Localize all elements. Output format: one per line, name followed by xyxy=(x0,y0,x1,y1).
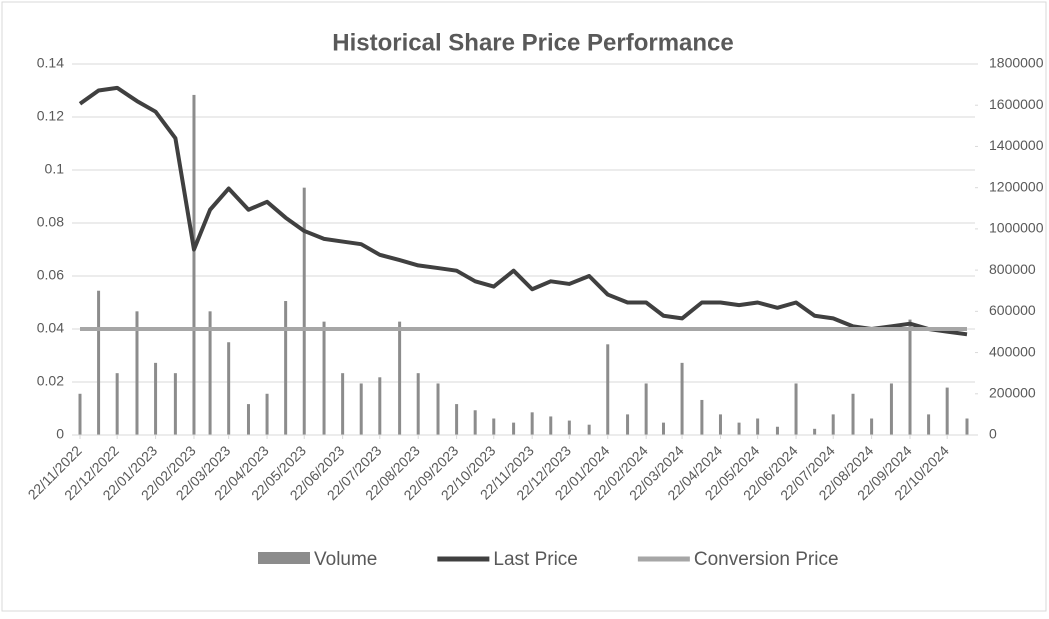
y2-tick-label: 200000 xyxy=(989,384,1036,400)
volume-bar xyxy=(192,94,196,436)
volume-bar xyxy=(322,321,326,435)
y2-tick-label: 1000000 xyxy=(989,220,1044,236)
volume-bar xyxy=(606,344,610,435)
volume-bar xyxy=(416,373,420,435)
volume-bar xyxy=(927,414,931,435)
volume-bar xyxy=(97,290,101,435)
volume-bar xyxy=(398,321,402,435)
legend-label: Volume xyxy=(314,549,377,570)
volume-bar xyxy=(135,311,139,435)
volume-bar xyxy=(851,393,855,435)
volume-bar xyxy=(626,414,630,435)
volume-bar xyxy=(737,422,741,435)
volume-bar xyxy=(549,416,553,435)
y2-tick-label: 800000 xyxy=(989,261,1036,277)
volume-bar xyxy=(794,383,798,435)
y2-tick-label: 1400000 xyxy=(989,137,1044,153)
y-tick-label: 0.06 xyxy=(37,267,64,283)
volume-bar xyxy=(530,412,534,435)
legend-swatch xyxy=(258,552,310,564)
volume-bar xyxy=(512,422,516,435)
volume-bar xyxy=(587,424,591,435)
y-tick-label: 0.04 xyxy=(37,320,64,336)
volume-bar xyxy=(718,414,722,435)
volume-bar xyxy=(908,319,912,435)
volume-bar xyxy=(492,418,496,435)
volume-bar xyxy=(870,418,874,435)
volume-bar xyxy=(359,383,363,435)
volume-bar xyxy=(889,383,893,435)
volume-bar xyxy=(813,428,817,435)
legend-label: Last Price xyxy=(493,549,577,570)
volume-bar xyxy=(644,383,648,435)
y-tick-label: 0.1 xyxy=(45,161,65,177)
volume-bar xyxy=(831,414,835,435)
y2-tick-label: 0 xyxy=(989,426,997,442)
y2-tick-label: 1600000 xyxy=(989,96,1044,112)
y-tick-label: 0.12 xyxy=(37,108,64,124)
y2-tick-label: 400000 xyxy=(989,343,1036,359)
volume-bar xyxy=(378,377,382,435)
volume-bar xyxy=(945,387,949,435)
y2-tick-label: 600000 xyxy=(989,302,1036,318)
volume-bar xyxy=(756,418,760,435)
legend-label: Conversion Price xyxy=(694,549,839,570)
y2-tick-label: 1200000 xyxy=(989,178,1044,194)
volume-bar xyxy=(700,399,704,435)
volume-bar xyxy=(208,311,212,435)
chart-title: Historical Share Price Performance xyxy=(332,29,734,56)
volume-bar xyxy=(661,422,665,435)
price-line xyxy=(78,85,968,337)
y2-tick-label: 1800000 xyxy=(989,55,1044,71)
volume-bar xyxy=(173,373,177,435)
volume-bar xyxy=(78,393,82,435)
volume-bar xyxy=(455,404,459,435)
volume-bar xyxy=(302,187,306,435)
volume-bar xyxy=(227,342,231,435)
volume-bar xyxy=(265,393,269,435)
volume-bar xyxy=(680,362,684,435)
volume-bar xyxy=(154,362,158,435)
volume-bar xyxy=(341,373,345,435)
y-tick-label: 0.02 xyxy=(37,373,64,389)
volume-bar xyxy=(473,410,477,435)
volume-bar xyxy=(965,418,969,435)
y-tick-label: 0 xyxy=(56,426,64,442)
y-tick-label: 0.14 xyxy=(37,55,64,71)
volume-bar xyxy=(436,383,440,435)
volume-bar xyxy=(284,301,288,435)
y-tick-label: 0.08 xyxy=(37,214,64,230)
volume-bar xyxy=(775,426,779,435)
volume-bar xyxy=(567,420,571,435)
volume-bar xyxy=(246,404,250,435)
volume-bar xyxy=(115,373,119,435)
